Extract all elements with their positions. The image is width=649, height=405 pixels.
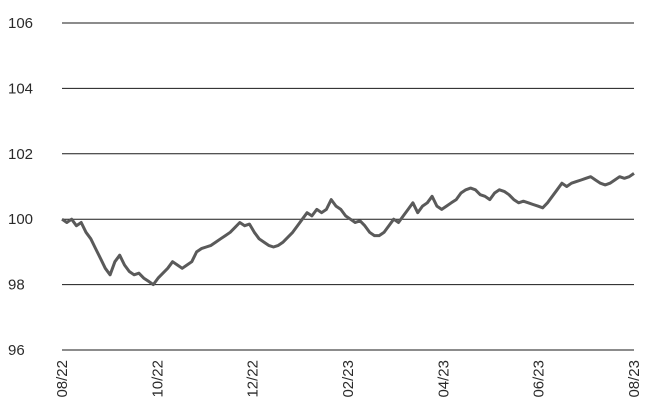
plot-area bbox=[61, 172, 635, 287]
x-tick-label: 08/23 bbox=[626, 360, 643, 398]
x-axis: 08/22 10/22 12/22 02/23 04/23 06/23 08/23 bbox=[54, 360, 643, 398]
x-tick-label: 04/23 bbox=[435, 360, 452, 398]
series-line-0 bbox=[61, 172, 635, 287]
y-tick-label: 102 bbox=[8, 146, 33, 163]
y-tick-label: 104 bbox=[8, 80, 33, 97]
x-tick-label: 02/23 bbox=[340, 360, 357, 398]
x-tick-label: 12/22 bbox=[245, 360, 262, 398]
y-tick-label: 96 bbox=[8, 342, 25, 359]
gridlines bbox=[62, 22, 634, 351]
y-axis: 96 98 100 102 104 106 bbox=[8, 15, 33, 359]
x-tick-label: 08/22 bbox=[54, 360, 71, 398]
y-tick-label: 106 bbox=[8, 15, 33, 32]
x-tick-label: 06/23 bbox=[531, 360, 548, 398]
y-tick-label: 98 bbox=[8, 277, 25, 294]
x-tick-label: 10/22 bbox=[149, 360, 166, 398]
y-tick-label: 100 bbox=[8, 211, 33, 228]
